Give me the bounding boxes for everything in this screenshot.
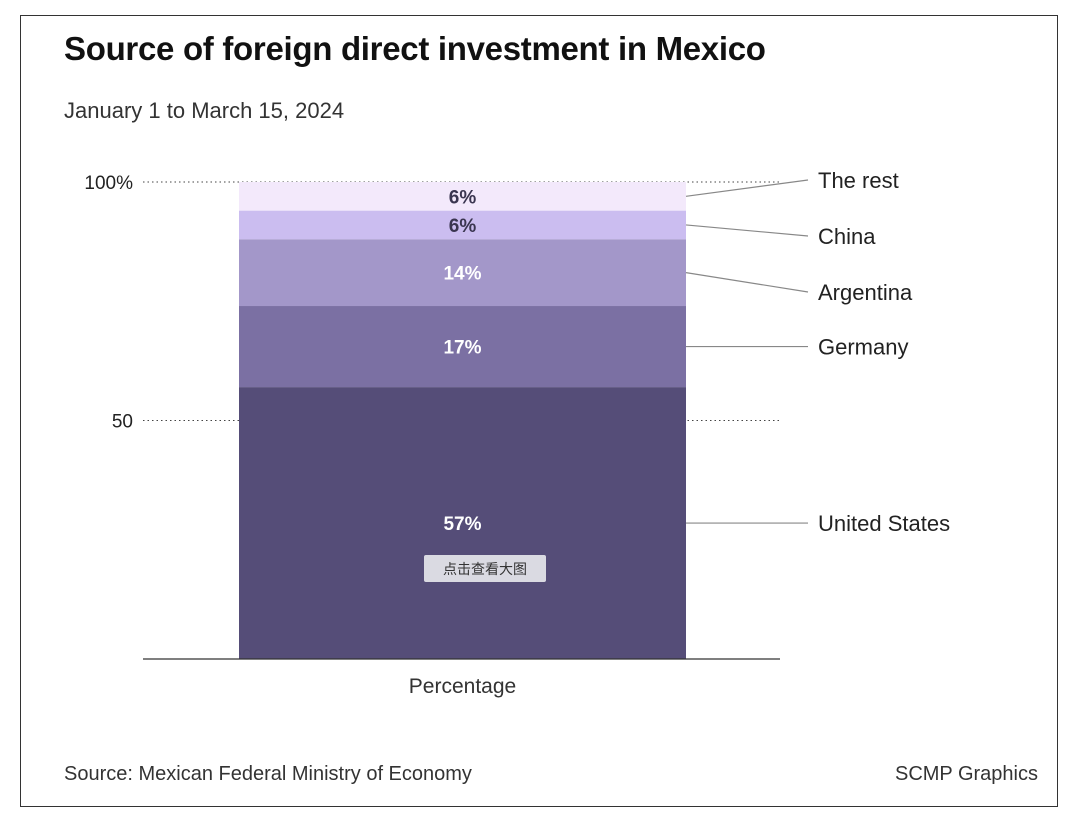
legend-label-germany: Germany: [818, 335, 908, 360]
y-tick-label-50: 50: [112, 412, 133, 433]
bar-segment-argentina: [239, 239, 686, 307]
leader-line-the-rest: [685, 179, 809, 197]
legend-label-the-rest: The rest: [818, 168, 899, 193]
bar-segment-china: [239, 210, 686, 240]
view-large-image-button[interactable]: 点击查看大图: [424, 555, 546, 582]
bar-segment-the-rest: [239, 182, 686, 211]
credit-note: SCMP Graphics: [894, 763, 1038, 785]
legend-label-argentina: Argentina: [818, 280, 913, 305]
legend-label-china: China: [818, 224, 876, 249]
data-label-argentina: 14%: [443, 264, 481, 285]
chart-subtitle: January 1 to March 15, 2024: [64, 98, 345, 123]
data-label-the-rest: 6%: [449, 187, 477, 208]
x-category-label: Percentage: [409, 675, 516, 698]
leader-line-argentina: [685, 272, 809, 293]
data-label-germany: 17%: [443, 338, 481, 359]
data-label-united-states: 57%: [443, 514, 481, 535]
legend-label-united-states: United States: [818, 511, 950, 536]
chart-title: Source of foreign direct investment in M…: [64, 30, 766, 67]
data-label-china: 6%: [449, 216, 477, 237]
bar-segment-united-states: [239, 387, 686, 659]
bar-segment-germany: [239, 306, 686, 388]
y-tick-label-100: 100%: [84, 173, 133, 194]
source-note: Source: Mexican Federal Ministry of Econ…: [64, 763, 472, 785]
leader-line-china: [685, 224, 809, 237]
